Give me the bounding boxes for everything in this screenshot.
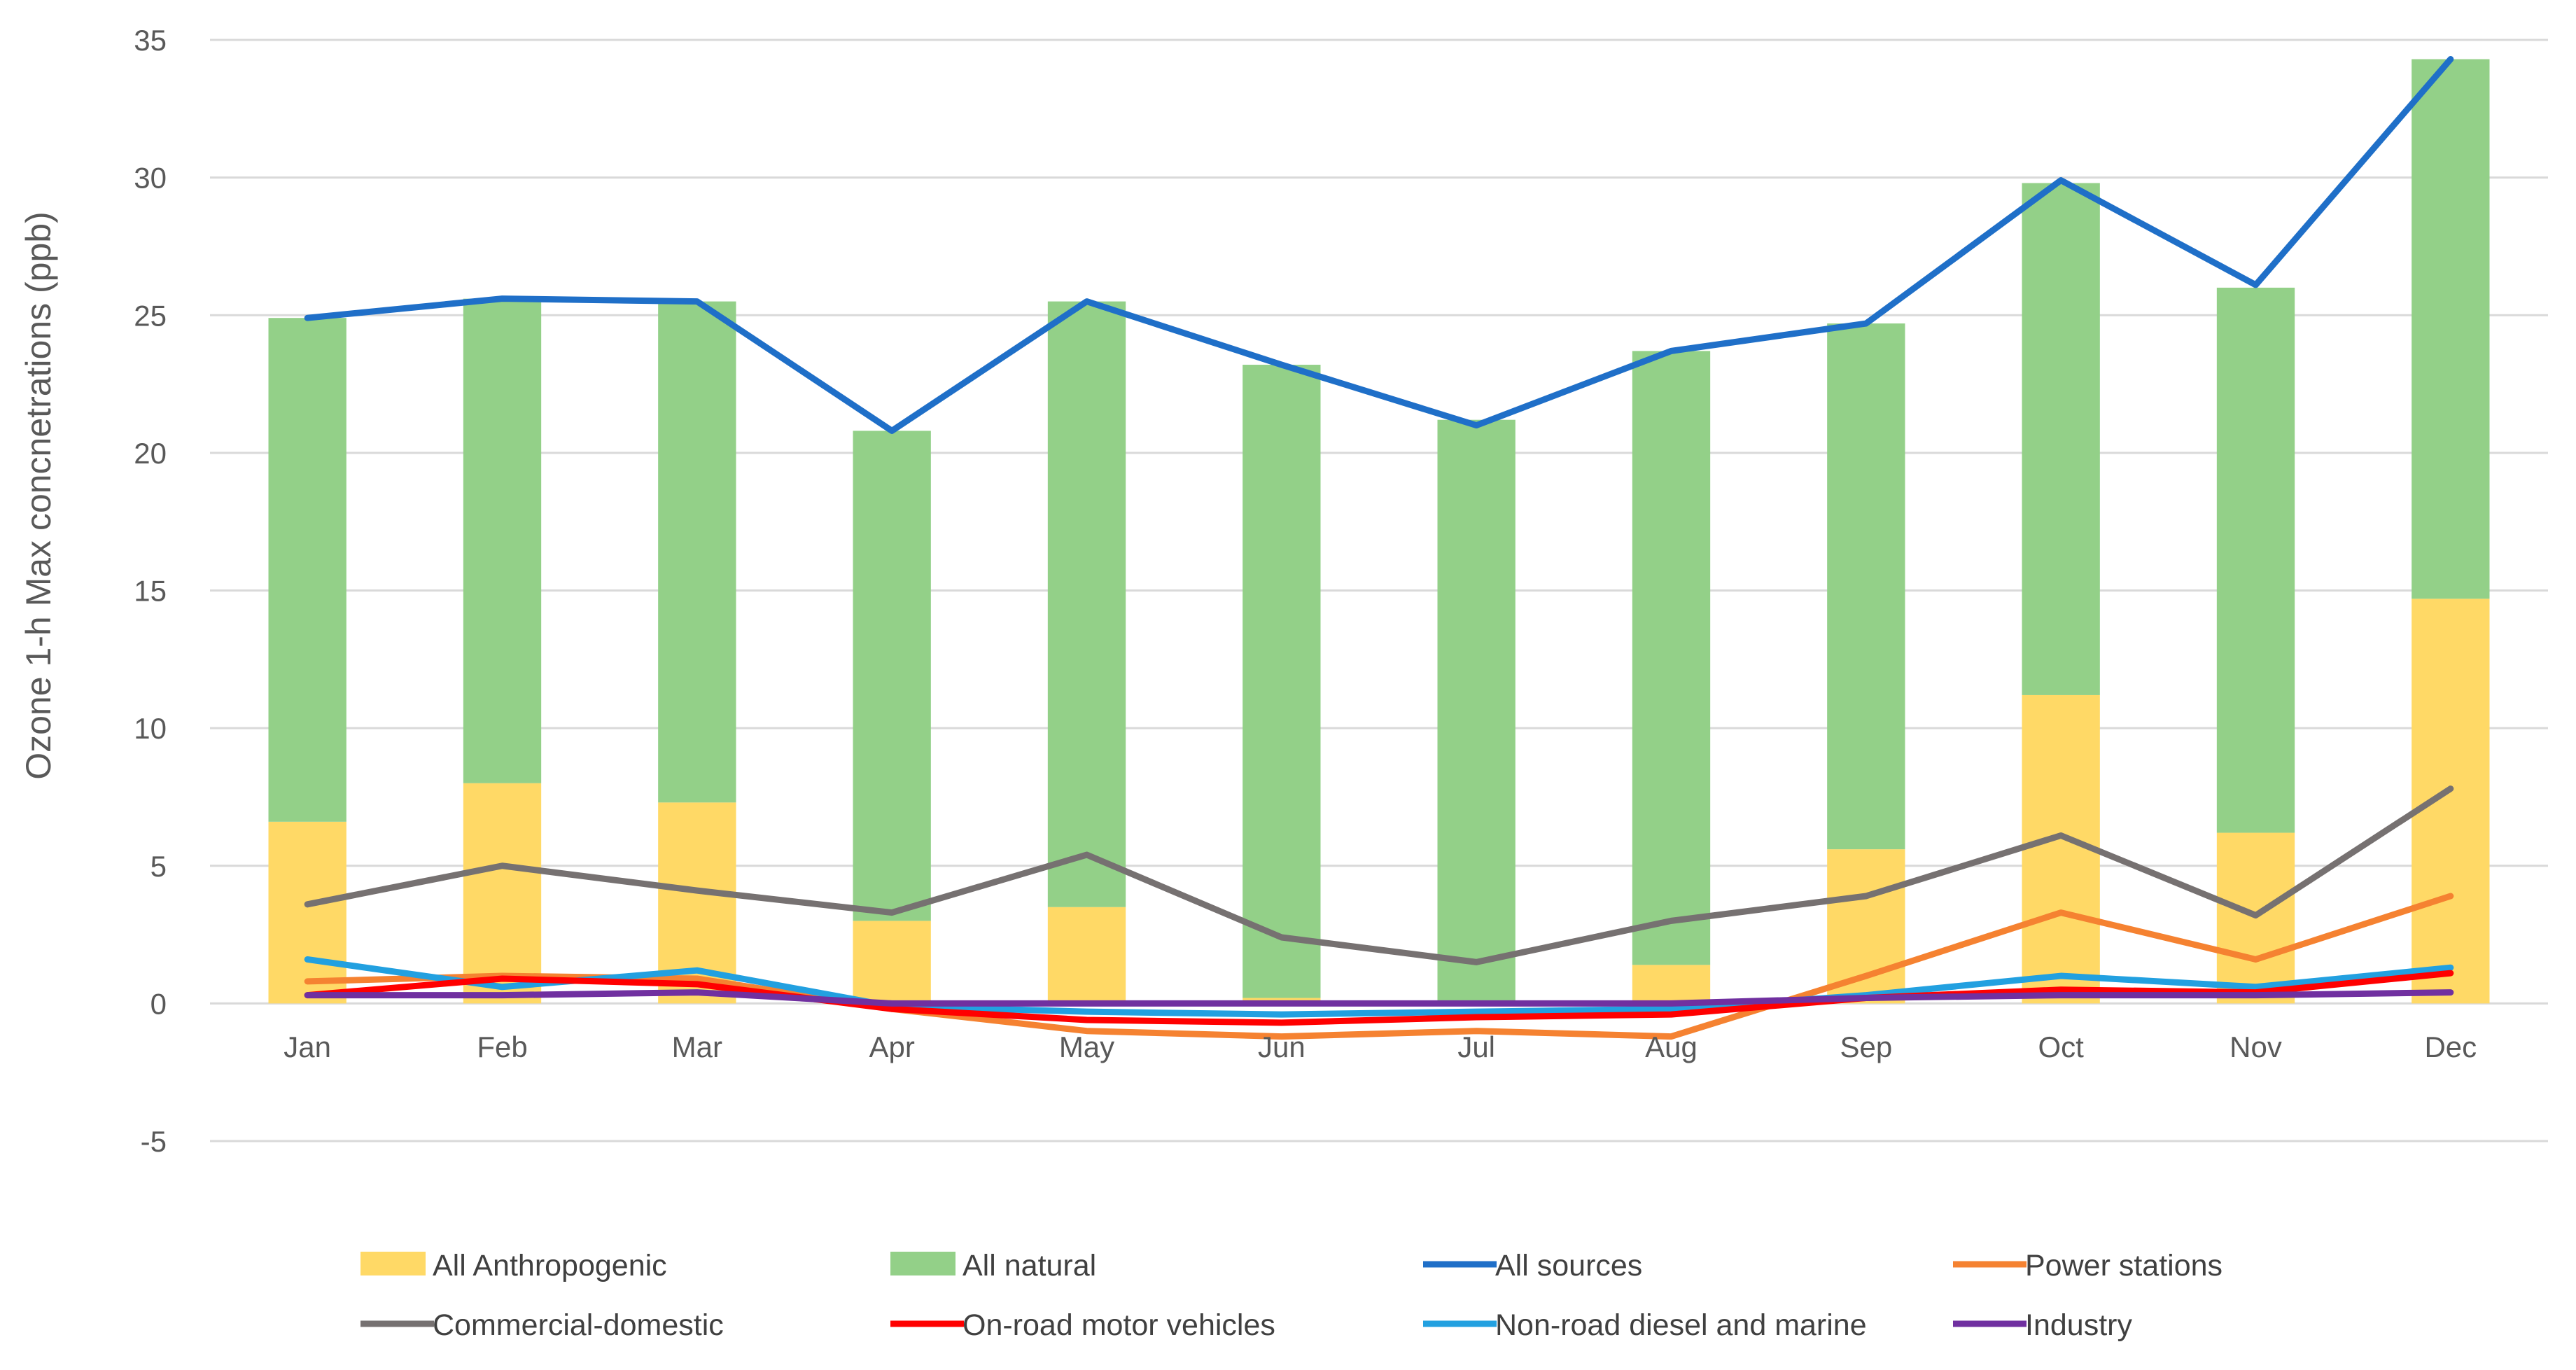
stacked-bars bbox=[268, 59, 2490, 1004]
y-tick-label: 15 bbox=[134, 575, 167, 608]
axis-labels: -5 0 5 10 15 20 25 30 35 Jan Feb Mar Apr May Jun Jul Aug… bbox=[134, 24, 2477, 1158]
y-tick-label: 30 bbox=[134, 162, 167, 195]
bar-all-natural bbox=[1437, 419, 1516, 1004]
line-industry bbox=[304, 989, 2454, 1007]
x-tick-label: May bbox=[1059, 1030, 1114, 1063]
x-tick-label: Mar bbox=[672, 1030, 722, 1063]
x-tick-label: Feb bbox=[477, 1030, 527, 1063]
y-tick-label: 25 bbox=[134, 299, 167, 332]
legend-label-commercial-domestic: Commercial-domestic bbox=[433, 1308, 724, 1342]
bar-all-natural bbox=[853, 431, 931, 921]
legend-label-power-stations: Power stations bbox=[2025, 1249, 2222, 1282]
x-tick-label: Jan bbox=[284, 1030, 331, 1063]
x-tick-label: Oct bbox=[2038, 1030, 2084, 1063]
y-tick-label: -5 bbox=[141, 1125, 167, 1158]
x-tick-label: Aug bbox=[1645, 1030, 1698, 1063]
x-tick-label: Nov bbox=[2230, 1030, 2282, 1063]
y-tick-label: 5 bbox=[150, 850, 167, 883]
legend: All Anthropogenic All natural All sources P… bbox=[360, 1249, 2222, 1342]
x-tick-label: Dec bbox=[2424, 1030, 2477, 1063]
legend-label-non-road-diesel-and-marine: Non-road diesel and marine bbox=[1495, 1308, 1867, 1342]
bar-all-natural bbox=[1632, 351, 1711, 965]
line-power-stations bbox=[304, 893, 2454, 1040]
y-axis-title: Ozone 1-h Max concnetrations (ppb) bbox=[19, 211, 58, 780]
bar-all-natural bbox=[1827, 323, 1905, 850]
x-tick-label: Jun bbox=[1258, 1030, 1306, 1063]
bar-all-natural bbox=[2022, 183, 2100, 695]
x-tick-label: Apr bbox=[869, 1030, 914, 1063]
bar-all-anthropogenic bbox=[1047, 907, 1126, 1004]
y-tick-label: 0 bbox=[150, 987, 167, 1020]
line-on-road-motor-vehicles bbox=[304, 970, 2454, 1026]
legend-label-industry: Industry bbox=[2025, 1308, 2132, 1342]
x-tick-label: Jul bbox=[1457, 1030, 1495, 1063]
bar-all-natural bbox=[268, 318, 346, 822]
line-non-road-diesel-and-marine bbox=[304, 956, 2454, 1018]
legend-label-all-anthropogenic: All Anthropogenic bbox=[433, 1249, 667, 1282]
bar-all-anthropogenic bbox=[853, 921, 931, 1004]
bar-all-anthropogenic bbox=[463, 783, 542, 1004]
legend-label-on-road-motor-vehicles: On-road motor vehicles bbox=[962, 1308, 1275, 1342]
legend-label-all-natural: All natural bbox=[962, 1249, 1096, 1282]
bar-all-anthropogenic bbox=[1827, 849, 1905, 1004]
y-tick-label: 35 bbox=[134, 24, 167, 57]
bar-all-natural bbox=[1047, 301, 1126, 907]
x-tick-label: Sep bbox=[1840, 1030, 1892, 1063]
bar-all-natural bbox=[2216, 287, 2295, 833]
legend-swatch-all-anthropogenic bbox=[360, 1252, 426, 1275]
y-tick-label: 10 bbox=[134, 712, 167, 745]
bar-all-natural bbox=[463, 298, 542, 783]
y-tick-label: 20 bbox=[134, 437, 167, 470]
bar-all-anthropogenic bbox=[1632, 965, 1711, 1004]
line-commercial-domestic bbox=[304, 785, 2454, 965]
line-all-sources bbox=[304, 56, 2454, 434]
legend-label-all-sources: All sources bbox=[1495, 1249, 1642, 1282]
series-lines bbox=[304, 56, 2454, 1040]
bar-all-natural bbox=[1242, 365, 1321, 998]
bar-all-natural bbox=[658, 301, 736, 803]
legend-swatch-all-natural bbox=[890, 1252, 955, 1275]
bar-all-anthropogenic bbox=[2412, 599, 2490, 1004]
bar-all-natural bbox=[2412, 59, 2490, 599]
bar-all-anthropogenic bbox=[268, 821, 346, 1004]
grid-lines bbox=[210, 39, 2548, 1142]
